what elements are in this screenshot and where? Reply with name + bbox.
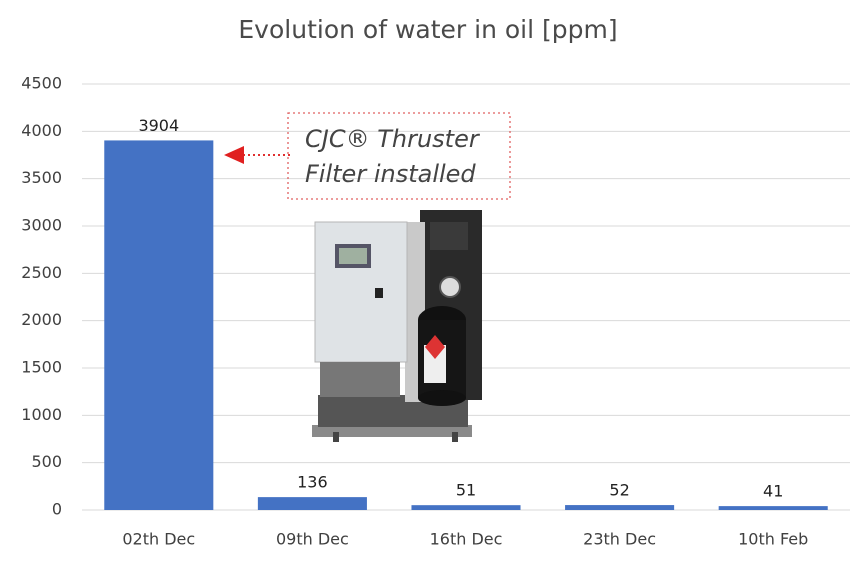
y-tick-label: 4000	[21, 121, 62, 140]
annotation-text: CJC® Thruster	[305, 125, 481, 153]
bar	[565, 505, 675, 510]
x-tick-label: 09th Dec	[276, 530, 349, 549]
y-tick-label: 500	[31, 452, 62, 471]
value-label: 3904	[138, 116, 179, 135]
x-tick-label: 10th Feb	[738, 530, 808, 549]
y-tick-label: 2500	[21, 263, 62, 282]
chart-title: Evolution of water in oil [ppm]	[238, 15, 617, 44]
annotation: CJC® Thruster Filter installed	[224, 112, 511, 200]
x-tick-label: 23th Dec	[583, 530, 656, 549]
y-tick-label: 2000	[21, 310, 62, 329]
value-label: 136	[297, 473, 328, 492]
value-label: 52	[609, 481, 629, 500]
bars: 02th Dec 09th Dec 16th Dec 23th Dec 10th Feb	[104, 140, 828, 549]
bar	[718, 506, 828, 510]
bar	[411, 505, 521, 510]
y-tick-label: 4500	[21, 74, 62, 93]
x-tick-label: 02th Dec	[122, 530, 195, 549]
y-tick-label: 0	[52, 500, 62, 519]
y-tick-label: 3000	[21, 216, 62, 235]
value-label: 41	[763, 482, 783, 501]
bar	[104, 140, 214, 510]
annotation-arrowhead	[224, 146, 244, 164]
bar	[257, 497, 367, 510]
x-tick-label: 16th Dec	[430, 530, 503, 549]
product-image	[312, 210, 482, 442]
y-tick-label: 1500	[21, 358, 62, 377]
y-tick-label: 1000	[21, 405, 62, 424]
value-label: 51	[456, 481, 476, 500]
y-tick-label: 3500	[21, 168, 62, 187]
annotation-text: Filter installed	[305, 160, 476, 188]
annotation-box	[287, 112, 511, 200]
